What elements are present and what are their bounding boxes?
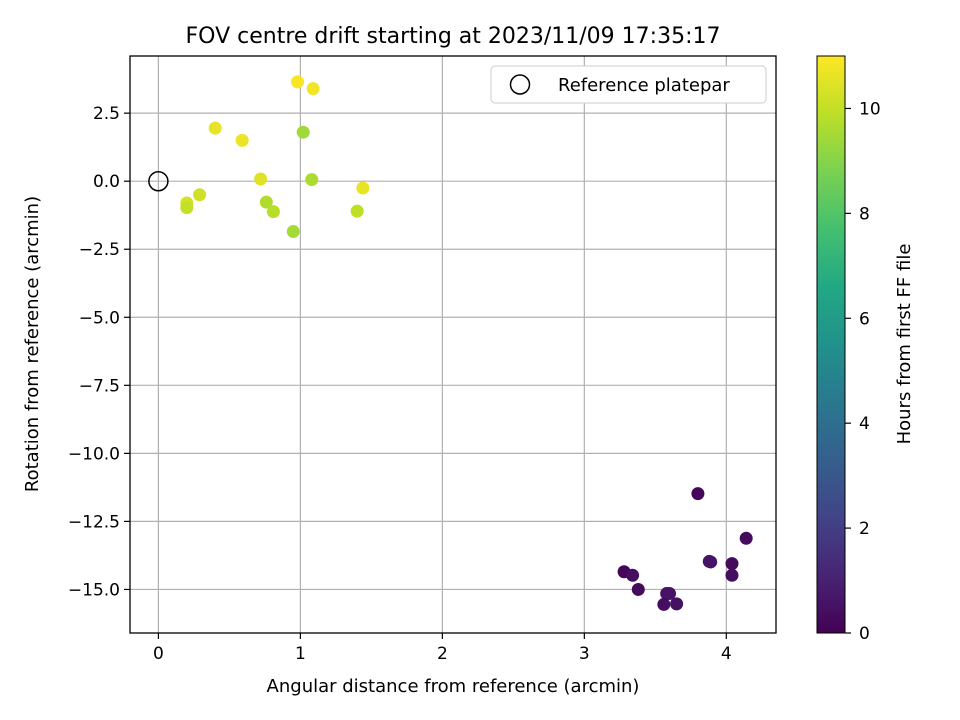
scatter-point — [350, 204, 364, 218]
y-tick-label: −2.5 — [79, 240, 120, 260]
scatter-point — [180, 201, 194, 215]
scatter-point — [266, 205, 280, 219]
y-tick-label: −15.0 — [68, 580, 120, 600]
colorbar-tick-label: 4 — [859, 414, 870, 434]
y-tick-label: −5.0 — [79, 308, 120, 328]
scatter-point — [356, 181, 370, 195]
scatter-point — [663, 587, 677, 601]
scatter-point — [296, 125, 310, 139]
scatter-point — [670, 597, 684, 611]
y-tick-label: 0.0 — [93, 172, 120, 192]
scatter-point — [305, 173, 319, 187]
scatter-point — [704, 555, 718, 569]
y-axis-label: Rotation from reference (arcmin) — [22, 196, 43, 492]
x-tick-label: 4 — [721, 644, 732, 664]
colorbar-tick-label: 10 — [859, 99, 881, 119]
legend-entry: Reference platepar — [558, 75, 730, 96]
x-tick-label: 0 — [153, 644, 164, 664]
colorbar-tick-label: 0 — [859, 624, 870, 644]
x-tick-label: 3 — [579, 644, 590, 664]
plot-frame — [129, 55, 777, 634]
y-tick-label: 2.5 — [93, 104, 120, 124]
legend: Reference platepar — [490, 65, 767, 104]
scatter-point — [306, 82, 320, 96]
y-axis-ticks: 2.5 0.0 −2.5 −5.0 −7.5 −10.0 −12.5 −15.0 — [68, 104, 130, 600]
colorbar: 0 2 4 6 8 10 Hours from first FF file — [816, 55, 915, 644]
legend-box — [490, 65, 767, 104]
data-points — [180, 75, 753, 611]
x-tick-label: 2 — [437, 644, 448, 664]
scatter-point — [657, 597, 671, 611]
scatter-point — [208, 121, 222, 135]
scatter-point — [286, 225, 300, 239]
x-axis-ticks: 0 1 2 3 4 — [153, 633, 732, 664]
x-axis-label: Angular distance from reference (arcmin) — [267, 676, 640, 697]
scatter-point — [631, 582, 645, 596]
grid-lines — [130, 56, 776, 633]
scatter-point — [739, 531, 753, 545]
scatter-point — [725, 557, 739, 571]
reference-platepar-marker — [148, 170, 169, 192]
x-tick-label: 1 — [295, 644, 306, 664]
reference-marker-layer — [148, 170, 169, 192]
colorbar-label: Hours from first FF file — [894, 244, 915, 445]
colorbar-ticks: 0 2 4 6 8 10 — [845, 99, 881, 644]
colorbar-gradient — [816, 55, 846, 634]
scatter-point — [193, 188, 207, 202]
y-tick-label: −10.0 — [68, 444, 120, 464]
scatter-point — [291, 75, 305, 89]
y-tick-label: −7.5 — [79, 376, 120, 396]
scatter-point — [725, 568, 739, 582]
legend-marker — [509, 74, 531, 95]
scatter-point — [691, 487, 705, 501]
colorbar-tick-label: 2 — [859, 519, 870, 539]
scatter-point — [259, 195, 273, 209]
chart-title: FOV centre drift starting at 2023/11/09 … — [186, 24, 721, 49]
scatter-point — [626, 568, 640, 582]
scatter-point — [254, 172, 268, 186]
y-tick-label: −12.5 — [68, 512, 120, 532]
colorbar-tick-label: 8 — [859, 204, 870, 224]
scatter-point — [235, 133, 249, 147]
colorbar-tick-label: 6 — [859, 309, 870, 329]
